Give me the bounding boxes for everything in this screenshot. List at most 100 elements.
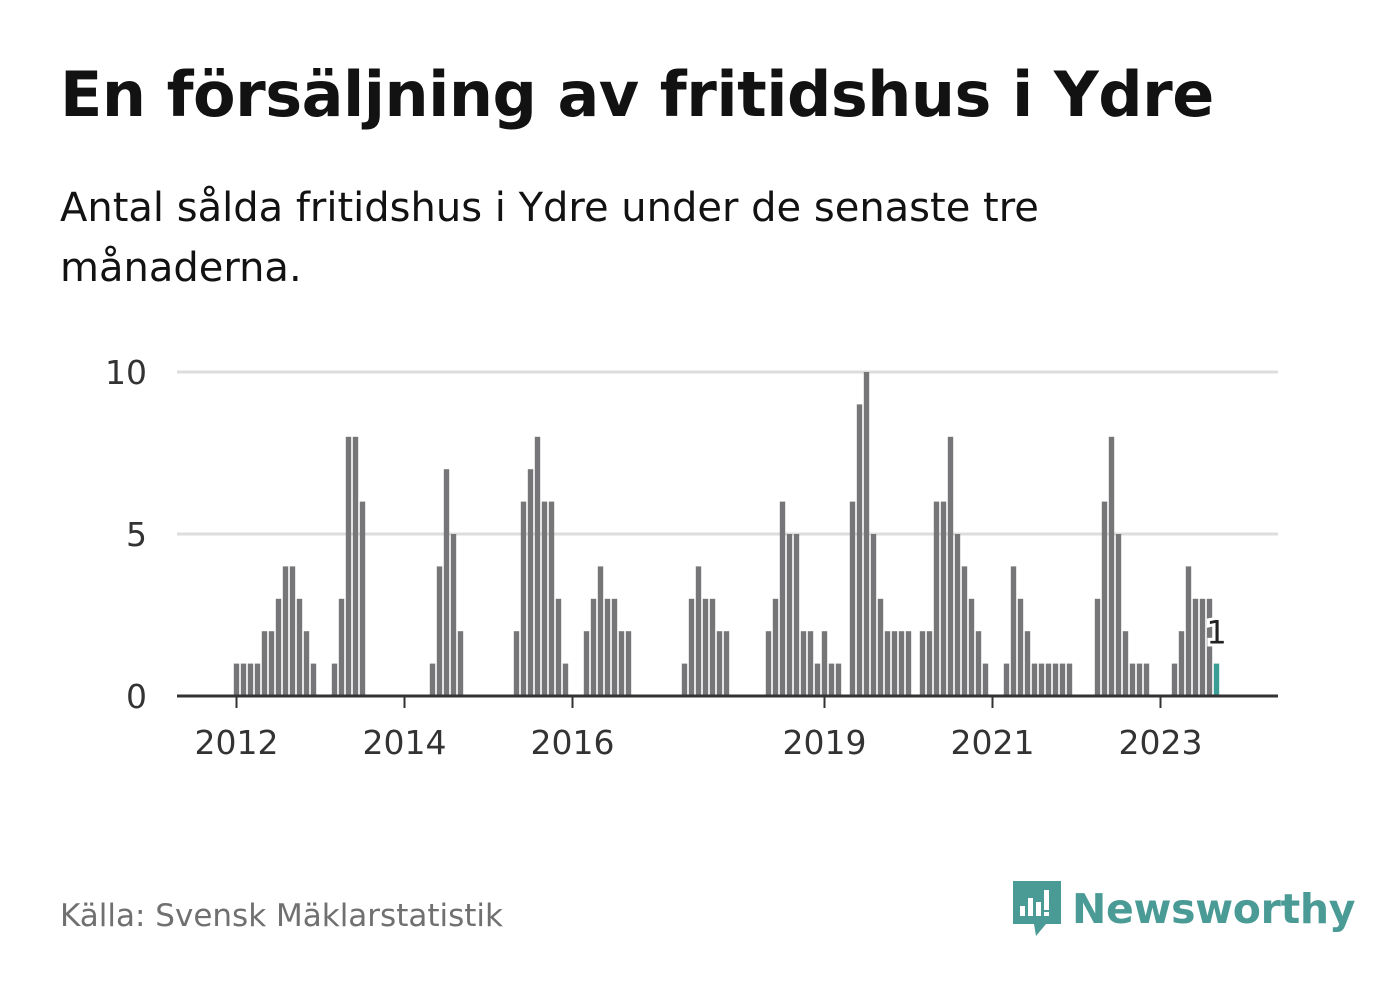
bar	[905, 631, 912, 696]
bar	[947, 436, 954, 696]
newsworthy-chart-bubble-icon	[1013, 881, 1061, 936]
bar	[1059, 663, 1066, 696]
bar	[1206, 598, 1213, 696]
bar	[534, 436, 541, 696]
bar	[975, 631, 982, 696]
bar	[429, 663, 436, 696]
bar	[590, 598, 597, 696]
chart-subtitle: Antal sålda fritidshus i Ydre under de s…	[60, 185, 1039, 291]
bar	[359, 501, 366, 696]
bar	[926, 631, 933, 696]
bar	[940, 501, 947, 696]
bar	[457, 631, 464, 696]
bar	[1094, 598, 1101, 696]
bar	[933, 501, 940, 696]
bar	[954, 534, 961, 696]
bar	[807, 631, 814, 696]
bar	[835, 663, 842, 696]
bar	[849, 501, 856, 696]
y-tick-label: 0	[126, 677, 147, 716]
bar	[1045, 663, 1052, 696]
source-note: Källa: Svensk Mäklarstatistik	[60, 898, 503, 934]
newsworthy-logo: Newsworthy	[1010, 878, 1355, 940]
bar	[520, 501, 527, 696]
bar	[1017, 598, 1024, 696]
bar	[919, 631, 926, 696]
x-tick-label: 2012	[195, 723, 279, 762]
bar	[282, 566, 289, 696]
bar	[884, 631, 891, 696]
bar	[1115, 534, 1122, 696]
bar	[961, 566, 968, 696]
bar	[611, 598, 618, 696]
bar	[716, 631, 723, 696]
bar	[597, 566, 604, 696]
y-tick-label: 5	[126, 515, 147, 554]
bar	[618, 631, 625, 696]
bar	[828, 663, 835, 696]
bar	[604, 598, 611, 696]
bar	[982, 663, 989, 696]
bar	[681, 663, 688, 696]
bar	[1108, 436, 1115, 696]
bar	[1136, 663, 1143, 696]
bar	[793, 534, 800, 696]
bar	[765, 631, 772, 696]
bar	[303, 631, 310, 696]
bar	[275, 598, 282, 696]
bar	[548, 501, 555, 696]
highlight-bar	[1213, 663, 1220, 696]
bar	[821, 631, 828, 696]
bar	[800, 631, 807, 696]
bar-chart: 0 5 10 2012 2014 2016 2019 2021 2023 1	[105, 353, 1278, 762]
bar	[1066, 663, 1073, 696]
bar	[891, 631, 898, 696]
bar	[1024, 631, 1031, 696]
bar	[814, 663, 821, 696]
bar	[786, 534, 793, 696]
bar	[1178, 631, 1185, 696]
bar	[1143, 663, 1150, 696]
bar	[968, 598, 975, 696]
bar	[240, 663, 247, 696]
brand-name: Newsworthy	[1072, 885, 1356, 933]
bar	[779, 501, 786, 696]
bar	[709, 598, 716, 696]
bar	[268, 631, 275, 696]
bar	[527, 469, 534, 696]
bar	[443, 469, 450, 696]
bar	[555, 598, 562, 696]
bar	[1038, 663, 1045, 696]
bar	[625, 631, 632, 696]
highlight-data-label: 1	[1206, 614, 1226, 652]
bar	[331, 663, 338, 696]
bar	[261, 631, 268, 696]
bar	[695, 566, 702, 696]
bar	[436, 566, 443, 696]
bar	[723, 631, 730, 696]
x-tick-label: 2021	[951, 723, 1035, 762]
bar	[562, 663, 569, 696]
bar	[863, 372, 870, 696]
bar	[513, 631, 520, 696]
bar	[772, 598, 779, 696]
x-tick-label: 2014	[363, 723, 447, 762]
bar	[1199, 598, 1206, 696]
bar	[1192, 598, 1199, 696]
bar	[1003, 663, 1010, 696]
bar	[583, 631, 590, 696]
bar	[1122, 631, 1129, 696]
y-tick-label: 10	[105, 353, 147, 392]
bar	[1101, 501, 1108, 696]
bar	[688, 598, 695, 696]
x-tick-label: 2023	[1119, 723, 1203, 762]
chart-title: En försäljning av fritidshus i Ydre	[60, 58, 1214, 131]
bar	[1129, 663, 1136, 696]
bar	[898, 631, 905, 696]
bar	[1052, 663, 1059, 696]
bar	[338, 598, 345, 696]
bar	[1171, 663, 1178, 696]
bar	[254, 663, 261, 696]
bar	[1185, 566, 1192, 696]
bar	[310, 663, 317, 696]
